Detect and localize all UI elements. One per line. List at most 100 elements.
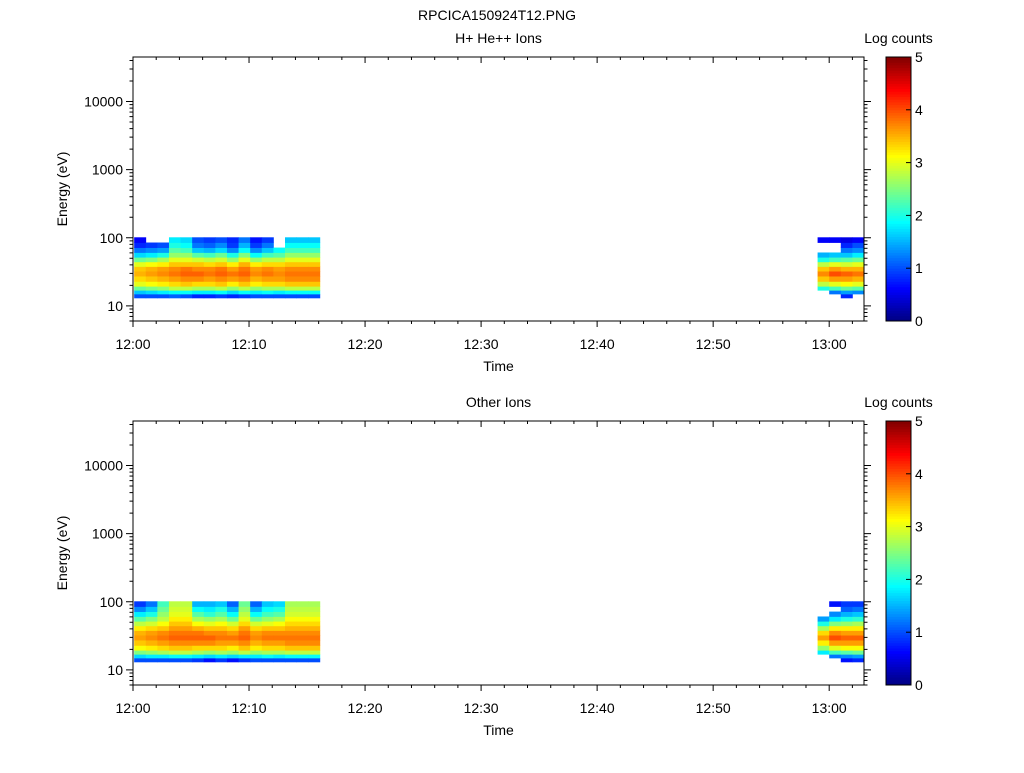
- heatmap-cell: [157, 616, 170, 622]
- heatmap-cell: [238, 606, 251, 612]
- heatmap-cell: [829, 645, 842, 651]
- x-tick-label: 12:20: [348, 700, 383, 716]
- heatmap-cell: [134, 281, 147, 287]
- heatmap-cell: [817, 266, 830, 272]
- heatmap-cell: [180, 237, 193, 243]
- heatmap-cell: [168, 650, 181, 655]
- heatmap-cell: [192, 293, 205, 299]
- colorbar-frame: [885, 56, 912, 322]
- heatmap-cell: [134, 261, 147, 267]
- colorbar-swatch: [886, 603, 911, 607]
- heatmap-cell: [226, 237, 239, 243]
- heatmap-cell: [261, 606, 274, 612]
- heatmap-cell: [261, 635, 274, 641]
- colorbar-swatch: [886, 679, 911, 683]
- colorbar-swatch: [886, 215, 911, 219]
- heatmap-cell: [145, 276, 158, 282]
- heatmap-cell: [168, 601, 181, 607]
- heatmap-cell: [852, 252, 865, 258]
- heatmap-cell: [157, 650, 170, 655]
- heatmap-cell: [192, 654, 205, 659]
- heatmap-cell: [817, 281, 830, 287]
- heatmap-cell: [215, 257, 228, 263]
- y-tick-label: 10: [107, 662, 123, 678]
- colorbar-swatch: [886, 550, 911, 554]
- colorbar-swatch: [886, 632, 911, 636]
- heatmap-cell: [145, 271, 158, 277]
- heatmap-cell: [852, 237, 865, 243]
- x-tick-label: 12:10: [232, 700, 267, 716]
- heatmap-cell: [192, 621, 205, 627]
- heatmap-cell: [296, 290, 309, 295]
- heatmap-cell: [250, 640, 263, 646]
- colorbar-tick-label: 0: [915, 677, 923, 693]
- heatmap-cell: [180, 657, 193, 663]
- heatmap-cell: [829, 276, 842, 282]
- colorbar-swatch: [886, 157, 911, 161]
- heatmap-cell: [203, 650, 216, 655]
- heatmap-cell: [215, 261, 228, 267]
- colorbar-swatch: [886, 669, 911, 673]
- colorbar-swatch: [886, 600, 911, 604]
- colorbar-swatch: [886, 428, 911, 433]
- heatmap-cell: [203, 290, 216, 295]
- colorbar-swatch: [886, 212, 911, 216]
- colorbar-swatch: [886, 579, 911, 583]
- colorbar-swatch: [886, 175, 911, 179]
- colorbar-swatch: [886, 144, 911, 148]
- heatmap-cell: [215, 281, 228, 287]
- heatmap-cell: [215, 237, 228, 243]
- colorbar-swatch: [886, 117, 911, 121]
- colorbar-swatch: [886, 640, 911, 644]
- heatmap-cell: [250, 237, 263, 243]
- colorbar-swatch: [886, 611, 911, 615]
- heatmap-cell: [840, 621, 853, 627]
- heatmap-cell: [203, 657, 216, 663]
- x-tick-label: 12:30: [464, 336, 499, 352]
- heatmap-cell: [285, 252, 297, 258]
- colorbar-swatch: [886, 196, 911, 201]
- colorbar-swatch: [886, 270, 911, 274]
- heatmap-cell: [203, 252, 216, 258]
- heatmap-cell: [296, 281, 309, 287]
- heatmap-cell: [817, 625, 830, 631]
- heatmap-cell: [308, 281, 321, 287]
- heatmap-cell: [180, 645, 193, 651]
- heatmap-cell: [308, 293, 321, 299]
- colorbar-swatch: [886, 109, 911, 113]
- heatmap-cell: [168, 606, 181, 612]
- heatmap-cell: [852, 276, 865, 282]
- colorbar-tick-label: 1: [915, 260, 923, 276]
- heatmap-cell: [261, 621, 274, 627]
- x-tick-label: 12:30: [464, 700, 499, 716]
- heatmap-cell: [308, 606, 321, 612]
- colorbar-swatch: [886, 310, 911, 314]
- heatmap-cell: [168, 247, 181, 253]
- heatmap-cell: [192, 611, 205, 617]
- colorbar-swatch: [886, 471, 911, 475]
- heatmap-cell: [273, 611, 286, 617]
- colorbar-swatch: [886, 178, 911, 182]
- colorbar-swatch: [886, 231, 911, 235]
- heatmap-cell: [308, 611, 321, 617]
- heatmap-cell: [261, 242, 274, 248]
- heatmap-cell: [192, 252, 205, 258]
- heatmap-cell: [261, 293, 274, 299]
- heatmap-cell: [157, 635, 170, 641]
- heatmap-cell: [273, 635, 286, 641]
- heatmap-cell: [296, 630, 309, 636]
- y-tick-label: 1000: [92, 162, 123, 178]
- colorbar-swatch: [886, 278, 911, 282]
- colorbar-swatch: [886, 447, 911, 451]
- heatmap-cell: [238, 271, 251, 277]
- colorbar-tick-label: 4: [915, 102, 923, 118]
- colorbar-swatch: [886, 67, 911, 71]
- y-tick-label: 10000: [84, 458, 123, 474]
- heatmap-cell: [840, 252, 853, 258]
- heatmap-cell: [157, 242, 170, 248]
- heatmap-cell: [203, 621, 216, 627]
- heatmap-cell: [261, 650, 274, 655]
- colorbar-swatch: [886, 286, 911, 290]
- heatmap-cell: [840, 635, 853, 641]
- heatmap-cell: [192, 242, 205, 248]
